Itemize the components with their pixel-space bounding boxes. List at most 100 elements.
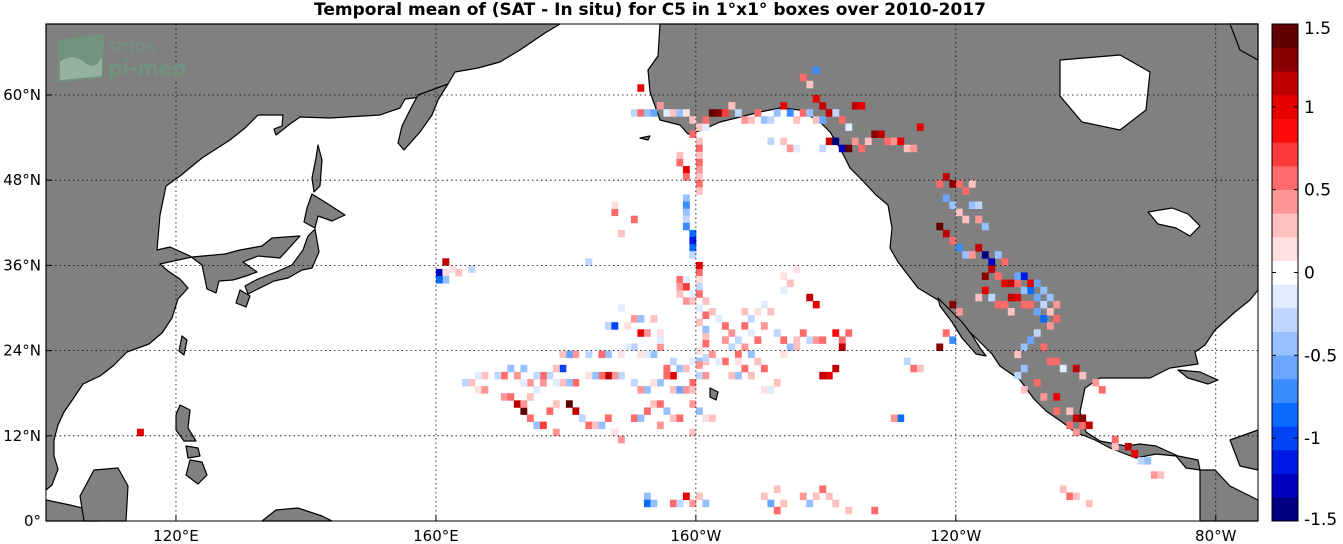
data-cell bbox=[786, 279, 794, 288]
data-cell bbox=[832, 364, 840, 373]
data-cell bbox=[962, 251, 970, 259]
data-cell bbox=[702, 339, 710, 348]
data-cell bbox=[1033, 329, 1041, 337]
data-cell bbox=[526, 379, 534, 387]
data-cell bbox=[845, 144, 853, 153]
data-cell bbox=[812, 95, 820, 103]
data-cell bbox=[637, 329, 645, 337]
sakhalin bbox=[311, 144, 323, 193]
data-cell bbox=[676, 414, 684, 422]
data-cell bbox=[656, 379, 664, 387]
data-cell bbox=[988, 258, 996, 266]
colorbar-tick-label: -1 bbox=[1304, 429, 1321, 449]
data-cell bbox=[728, 329, 736, 337]
data-cell bbox=[819, 371, 827, 380]
great-lakes bbox=[1147, 207, 1201, 237]
data-cell bbox=[864, 137, 872, 146]
data-cell bbox=[1014, 371, 1022, 380]
data-cell bbox=[533, 371, 541, 380]
data-cell bbox=[741, 343, 749, 351]
plot-frame bbox=[45, 23, 1259, 522]
data-cell bbox=[604, 350, 612, 359]
data-cell bbox=[773, 109, 781, 117]
colorbar-segment bbox=[1272, 260, 1298, 285]
data-cell bbox=[910, 364, 918, 373]
data-cell bbox=[1040, 300, 1048, 309]
data-cell bbox=[994, 300, 1002, 309]
data-cell bbox=[780, 336, 788, 344]
data-cell bbox=[975, 293, 983, 302]
data-cell bbox=[695, 187, 703, 195]
data-cell bbox=[617, 435, 625, 444]
data-cell bbox=[442, 276, 450, 284]
colorbar-segment bbox=[1272, 189, 1298, 214]
colorbar-segment bbox=[1272, 402, 1298, 427]
data-cell bbox=[825, 109, 833, 117]
data-cell bbox=[747, 329, 755, 337]
data-cell bbox=[474, 371, 482, 380]
data-cell bbox=[1020, 386, 1028, 394]
data-cell bbox=[942, 229, 950, 238]
data-cell bbox=[682, 173, 690, 181]
data-cell bbox=[1046, 357, 1054, 366]
data-cell bbox=[812, 66, 820, 75]
data-cell bbox=[591, 421, 599, 430]
data-cell bbox=[975, 244, 983, 252]
data-cell bbox=[137, 428, 144, 437]
baja-california bbox=[937, 297, 987, 357]
data-cell bbox=[572, 379, 580, 387]
data-cell bbox=[695, 290, 703, 298]
data-cell bbox=[773, 379, 781, 387]
data-cell bbox=[1007, 308, 1015, 316]
data-cell bbox=[949, 201, 957, 209]
data-cell bbox=[1157, 471, 1165, 479]
data-cell bbox=[1014, 350, 1022, 359]
data-cell bbox=[676, 364, 684, 373]
data-cell bbox=[1066, 421, 1074, 430]
data-cell bbox=[903, 144, 911, 153]
data-cell bbox=[754, 109, 762, 117]
data-cell bbox=[689, 237, 697, 245]
colorbar-segment bbox=[1272, 166, 1298, 190]
data-cell bbox=[630, 315, 638, 323]
data-cell bbox=[643, 109, 651, 117]
data-cell bbox=[695, 151, 703, 160]
hawaii bbox=[709, 387, 719, 401]
data-cell bbox=[682, 194, 690, 202]
data-cell bbox=[955, 180, 963, 188]
x-tick-label: 120°W bbox=[930, 527, 981, 544]
colorbar-tick-label: 0.5 bbox=[1304, 181, 1331, 201]
data-cell bbox=[708, 109, 716, 117]
colorbar-segment bbox=[1272, 24, 1298, 48]
data-cell bbox=[1033, 293, 1041, 302]
data-cell bbox=[572, 407, 580, 415]
data-cell bbox=[702, 371, 710, 380]
data-cell bbox=[1059, 485, 1067, 493]
data-cell bbox=[481, 371, 489, 380]
data-cell bbox=[1124, 442, 1132, 451]
data-cell bbox=[689, 290, 697, 298]
data-cell bbox=[747, 116, 755, 124]
data-cell bbox=[871, 506, 879, 515]
asia-landmass bbox=[45, 23, 561, 491]
colorbar-segment bbox=[1272, 47, 1298, 72]
data-cell bbox=[858, 102, 866, 110]
data-cell bbox=[708, 414, 716, 422]
data-cell bbox=[552, 379, 560, 387]
data-cell bbox=[1033, 308, 1041, 316]
data-cell bbox=[1033, 279, 1041, 288]
data-cell bbox=[897, 414, 905, 422]
data-cell bbox=[676, 109, 684, 117]
data-cell bbox=[520, 364, 528, 373]
data-cell bbox=[604, 322, 612, 330]
y-tick-labels: 0° 12°N 24°N 36°N 48°N 60°N bbox=[3, 86, 52, 530]
data-cell bbox=[682, 166, 690, 174]
grid-lines bbox=[46, 24, 1258, 521]
data-cell bbox=[936, 343, 944, 351]
data-cell bbox=[780, 137, 788, 146]
data-cell bbox=[682, 215, 690, 224]
colorbar-segment bbox=[1272, 284, 1298, 309]
data-cell bbox=[780, 499, 788, 508]
data-cell bbox=[494, 371, 502, 380]
aleutians-1 bbox=[639, 135, 651, 141]
